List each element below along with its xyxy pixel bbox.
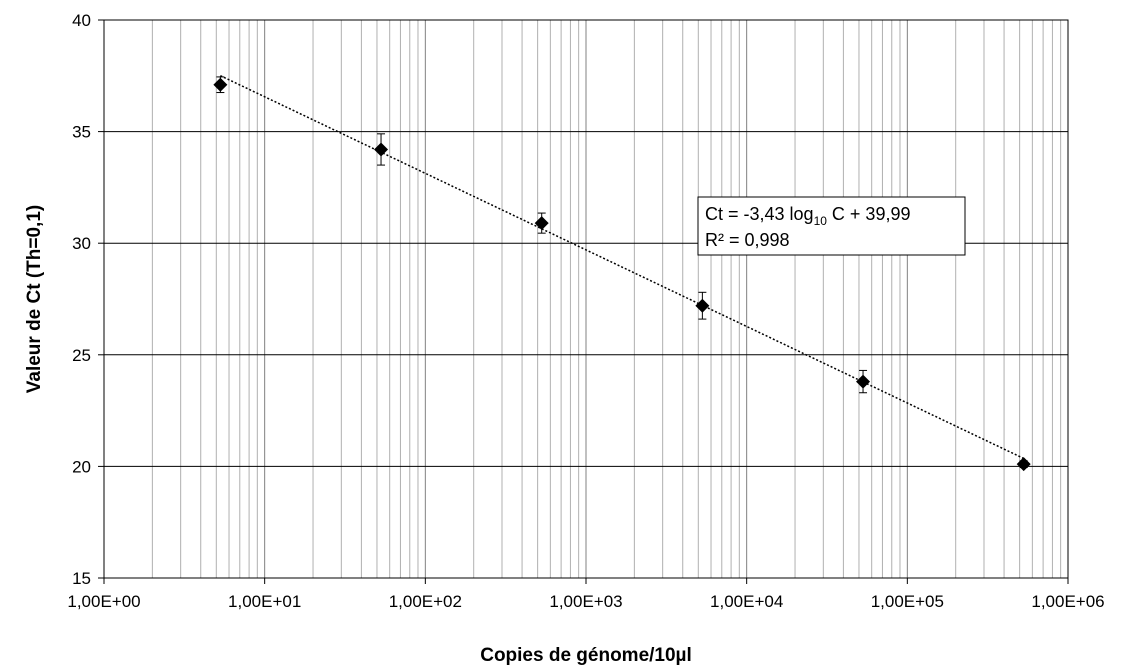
tick-labels: 1,00E+00 1,00E+01 1,00E+02 1,00E+03 1,00E+04… [67,11,1104,611]
y-tick-label: 35 [72,123,91,142]
diamond-marker [695,298,710,313]
equation-prefix: Ct = -3,43 log [705,204,814,224]
diamond-marker [1016,457,1031,472]
equation-frame [697,196,966,256]
y-tick-label: 30 [72,234,91,253]
y-axis-title: Valeur de Ct (Th=0,1) [24,205,45,393]
equation-line1: Ct = -3,43 log10 C + 39,99 [705,204,910,228]
data-point [534,212,549,234]
x-tick-label: 1,00E+00 [67,592,140,611]
diamond-marker [856,374,871,389]
x-tick-label: 1,00E+04 [710,592,783,611]
diamond-marker [213,77,228,92]
equation-line2: R² = 0,998 [705,230,790,250]
data-point [1016,457,1031,472]
equation-suffix: C + 39,99 [827,204,911,224]
diamond-marker [374,142,389,157]
x-tick-label: 1,00E+02 [389,592,462,611]
equation-subscript: 10 [814,214,828,228]
data-points [213,76,1031,472]
diamond-marker [534,216,549,231]
trendline-group [220,74,1025,460]
trendline [220,74,1025,460]
axes [98,19,1069,584]
x-tick-label: 1,00E+03 [549,592,622,611]
x-tick-label: 1,00E+05 [871,592,944,611]
data-point [695,291,710,320]
y-tick-label: 15 [72,569,91,588]
data-point [374,133,389,166]
y-tick-label: 20 [72,457,91,476]
x-axis-title: Copies de génome/10µl [480,645,692,666]
x-tick-label: 1,00E+01 [228,592,301,611]
equation-box: Ct = -3,43 log10 C + 39,99 R² = 0,998 [697,196,966,256]
x-tick-label: 1,00E+06 [1031,592,1104,611]
data-point [856,369,871,394]
y-tick-label: 40 [72,11,91,30]
data-point [213,76,228,94]
y-tick-label: 25 [72,346,91,365]
